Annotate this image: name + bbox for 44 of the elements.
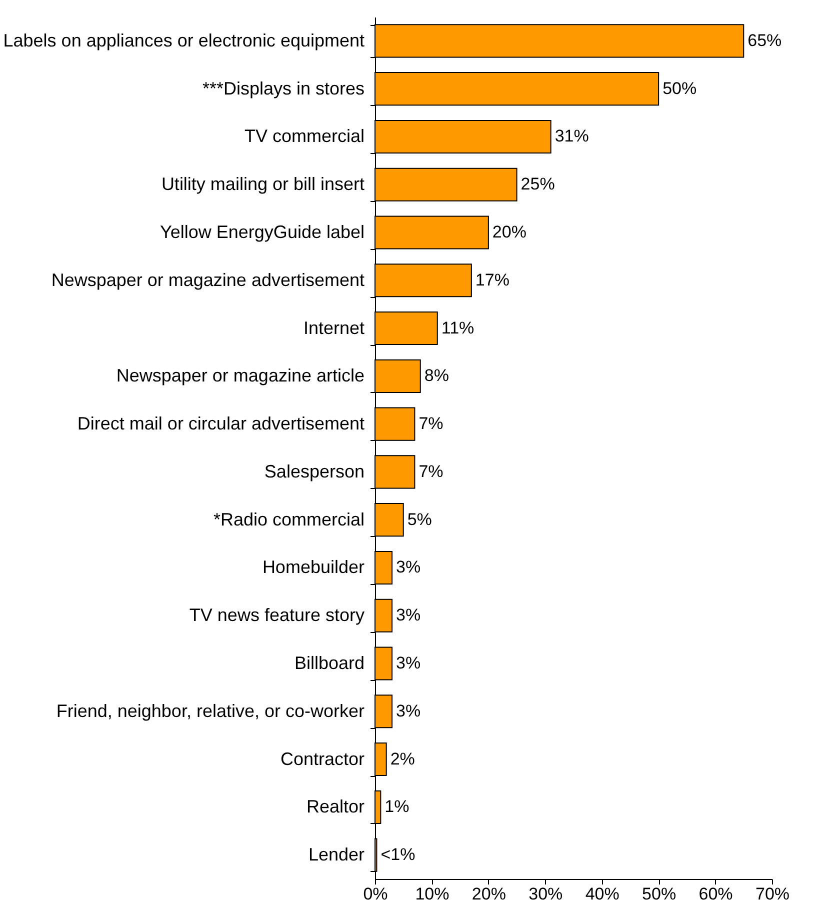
y-tick-label: Yellow EnergyGuide label — [160, 222, 364, 242]
y-tick-label: TV commercial — [244, 126, 364, 146]
data-label: <1% — [380, 845, 416, 864]
data-label: 2% — [390, 749, 415, 768]
data-label: 25% — [520, 174, 555, 194]
y-tick-label: TV news feature story — [189, 605, 364, 626]
y-tick-label: Salesperson — [264, 461, 364, 482]
x-tick-label: 70% — [755, 884, 790, 904]
data-label: 1% — [384, 797, 410, 816]
y-tick-label: Billboard — [294, 653, 364, 673]
data-label: 20% — [492, 222, 526, 242]
y-tick-label: Newspaper or magazine article — [116, 366, 364, 386]
y-tick-label: *Radio commercial — [213, 509, 364, 530]
y-tick-label: Contractor — [280, 748, 364, 769]
data-label: 50% — [662, 78, 697, 98]
x-tick-label: 0% — [363, 884, 388, 904]
x-tick-label: 50% — [642, 884, 676, 904]
x-tick-label: 10% — [415, 884, 450, 904]
data-label: 31% — [554, 126, 589, 146]
y-tick-label: Realtor — [306, 796, 364, 817]
data-label: 17% — [475, 270, 510, 290]
y-tick-label: Newspaper or magazine advertisement — [51, 270, 364, 290]
y-tick-label: Lender — [308, 844, 364, 865]
y-tick-label: Friend, neighbor, relative, or co-worker — [56, 700, 364, 721]
y-tick-label: ***Displays in stores — [202, 78, 364, 98]
data-label: 3% — [396, 606, 421, 625]
data-label: 8% — [424, 366, 449, 386]
y-tick-label: Direct mail or circular advertisement — [77, 414, 364, 434]
y-tick-label: Internet — [303, 318, 364, 338]
data-label: 3% — [396, 558, 421, 577]
x-tick-label: 30% — [528, 884, 563, 904]
data-label: 5% — [407, 510, 432, 529]
x-tick-label: 20% — [472, 884, 506, 904]
y-tick-label: Utility mailing or bill insert — [161, 174, 364, 194]
data-label: 3% — [396, 654, 421, 672]
x-tick-label: 60% — [698, 884, 733, 904]
data-label: 7% — [418, 462, 444, 481]
y-tick-label: Labels on appliances or electronic equipment — [3, 30, 364, 50]
data-label: 7% — [418, 414, 444, 434]
data-label: 3% — [396, 701, 421, 720]
x-tick-label: 40% — [585, 884, 620, 904]
data-label: 65% — [748, 30, 782, 50]
data-label: 11% — [441, 318, 474, 338]
y-tick-label: Homebuilder — [262, 557, 364, 578]
